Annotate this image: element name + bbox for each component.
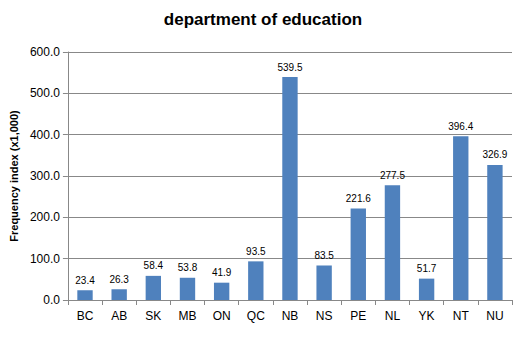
svg-text:23.4: 23.4: [75, 275, 95, 286]
svg-text:539.5: 539.5: [277, 62, 302, 73]
svg-text:53.8: 53.8: [178, 262, 198, 273]
svg-text:QC: QC: [247, 309, 265, 323]
svg-text:221.6: 221.6: [346, 193, 371, 204]
svg-text:26.3: 26.3: [109, 274, 129, 285]
svg-text:326.9: 326.9: [482, 149, 507, 160]
svg-text:NS: NS: [316, 309, 333, 323]
svg-text:200.0: 200.0: [30, 210, 60, 224]
svg-text:396.4: 396.4: [448, 121, 473, 132]
svg-text:NT: NT: [453, 309, 470, 323]
svg-text:300.0: 300.0: [30, 169, 60, 183]
svg-text:277.5: 277.5: [380, 170, 405, 181]
svg-text:AB: AB: [111, 309, 127, 323]
svg-text:NB: NB: [282, 309, 299, 323]
svg-text:100.0: 100.0: [30, 252, 60, 266]
svg-text:41.9: 41.9: [212, 267, 232, 278]
svg-text:department of education: department of education: [164, 10, 362, 29]
svg-text:58.4: 58.4: [144, 260, 164, 271]
svg-text:ON: ON: [213, 309, 231, 323]
svg-text:YK: YK: [419, 309, 435, 323]
svg-text:51.7: 51.7: [417, 263, 437, 274]
svg-text:NU: NU: [486, 309, 503, 323]
svg-text:400.0: 400.0: [30, 128, 60, 142]
svg-text:SK: SK: [145, 309, 161, 323]
svg-text:MB: MB: [178, 309, 196, 323]
svg-text:BC: BC: [77, 309, 94, 323]
svg-text:83.5: 83.5: [314, 250, 334, 261]
svg-text:PE: PE: [350, 309, 366, 323]
svg-text:0.0: 0.0: [43, 293, 60, 307]
svg-text:Frequency index (x1,000): Frequency index (x1,000): [8, 110, 20, 242]
svg-text:93.5: 93.5: [246, 246, 266, 257]
svg-text:600.0: 600.0: [30, 45, 60, 59]
svg-text:NL: NL: [385, 309, 401, 323]
svg-text:500.0: 500.0: [30, 86, 60, 100]
